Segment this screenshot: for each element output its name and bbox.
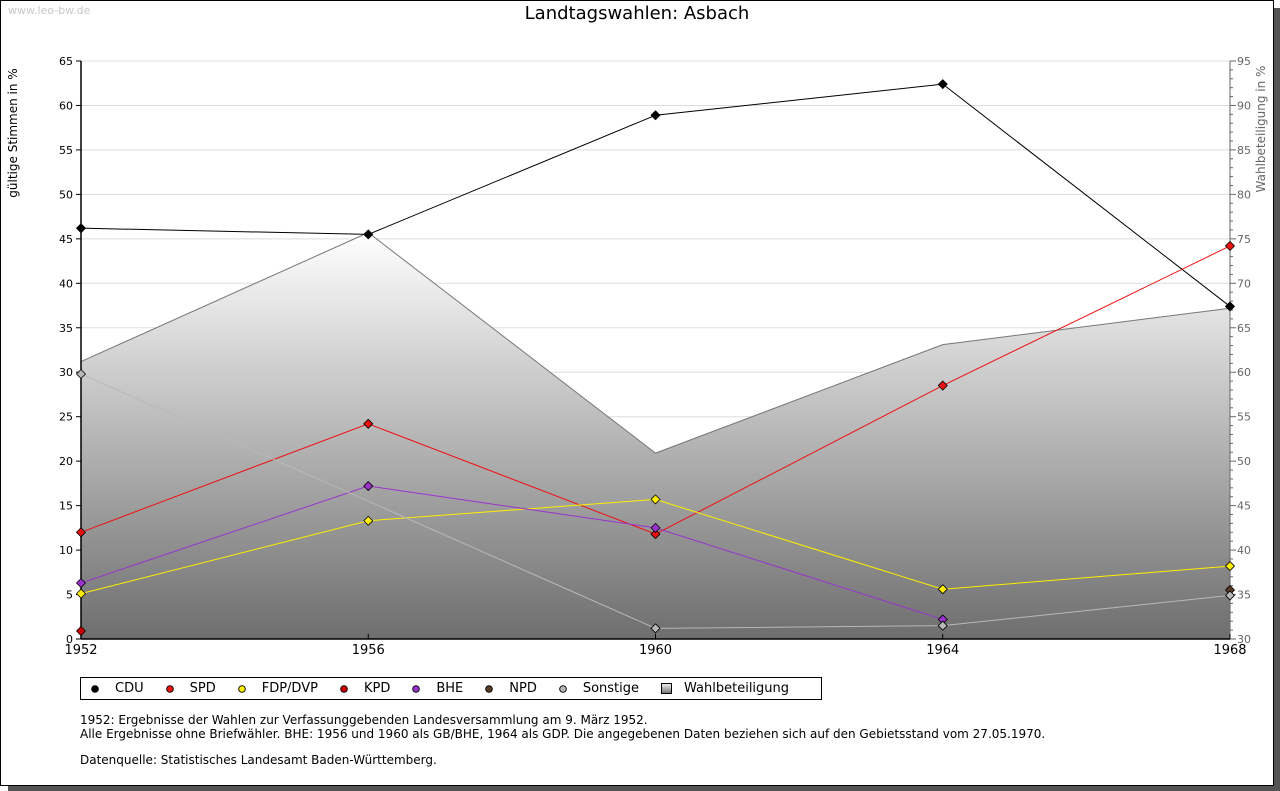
legend-item-sonstige: Sonstige [557, 681, 640, 696]
legend-label: KPD [363, 681, 391, 696]
data-point-cdu [1225, 301, 1235, 312]
legend-marker-kpd [338, 683, 350, 694]
data-point-spd [1225, 241, 1235, 251]
y2-tick-label: 50 [1237, 455, 1251, 468]
x-tick-label: 1956 [352, 643, 385, 658]
y-tick-label: 20 [59, 455, 73, 468]
x-tick-label: 1952 [64, 643, 97, 658]
legend-label: Wahlbeteiligung [684, 681, 790, 696]
y-tick-label: 65 [59, 55, 73, 68]
chart-title: Landtagswahlen: Asbach [524, 3, 750, 24]
y-tick-label: 45 [59, 233, 73, 246]
data-point-cdu [363, 229, 374, 240]
legend-label: CDU [115, 681, 144, 696]
y2-tick-label: 35 [1237, 589, 1251, 602]
y-tick-label: 15 [59, 500, 73, 513]
turnout-area [81, 232, 1230, 640]
data-point-fdpdvp [650, 494, 661, 505]
frame-shadow-right [1274, 8, 1280, 791]
x-tick-label: 1968 [1213, 643, 1246, 658]
legend-marker-npd [483, 683, 495, 694]
data-point-sonstige [937, 620, 948, 631]
y2-tick-label: 55 [1237, 411, 1251, 424]
legend: CDU SPD FDP/DVP KPD BHE NPD Sonstige Wah… [80, 677, 822, 700]
y2-tick-label: 45 [1237, 500, 1251, 513]
legend-label: NPD [509, 681, 537, 696]
data-point-cdu [650, 110, 661, 121]
legend-marker-fdp [236, 683, 248, 694]
y2-tick-label: 85 [1237, 144, 1251, 157]
data-point-fdpdvp [937, 584, 948, 595]
data-point-spd [363, 418, 374, 429]
y-tick-label: 35 [59, 322, 73, 335]
frame-shadow-bottom [8, 786, 1280, 791]
footnote-general: Alle Ergebnisse ohne Briefwähler. BHE: 1… [80, 727, 1046, 741]
legend-item-spd: SPD [164, 681, 216, 696]
legend-item-kpd: KPD [338, 681, 391, 696]
legend-label: SPD [189, 681, 216, 696]
legend-label: FDP/DVP [261, 681, 318, 696]
legend-item-npd: NPD [483, 681, 537, 696]
y2-tick-label: 90 [1237, 99, 1251, 112]
legend-marker-spd [164, 683, 175, 694]
footnote-1952: 1952: Ergebnisse der Wahlen zur Verfassu… [80, 713, 648, 727]
legend-marker-sonstige [557, 683, 569, 694]
data-point-fdpdvp [1225, 561, 1235, 571]
y-axis-label: gültige Stimmen in % [6, 68, 20, 197]
data-point-cdu [76, 223, 86, 234]
data-point-fdpdvp [76, 588, 86, 599]
y2-tick-label: 30 [1237, 633, 1251, 646]
y2-tick-label: 65 [1237, 322, 1251, 335]
y-tick-label: 25 [59, 411, 73, 424]
y2-axis-label: Wahlbeteiligung in % [1254, 66, 1268, 193]
data-point-bhe [650, 522, 661, 533]
data-point-sonstige [650, 623, 661, 634]
chart-svg: 0 5 10 15 20 25 30 35 40 45 50 55 60 65 30 35 40 45 50 55 60… [6, 55, 1268, 658]
y-tick-label: 0 [66, 633, 73, 646]
y2-tick-label: 70 [1237, 277, 1251, 290]
data-point-sonstige [1225, 590, 1235, 601]
data-point-bhe [76, 578, 86, 588]
y-tick-label: 10 [59, 544, 73, 557]
y2-tick-label: 40 [1237, 544, 1251, 557]
legend-label: Sonstige [582, 681, 640, 696]
footnotes: 1952: Ergebnisse der Wahlen zur Verfassu… [80, 713, 1045, 767]
legend-marker-bhe [410, 683, 422, 694]
legend-label: BHE [436, 681, 464, 696]
y-tick-label: 40 [59, 277, 73, 290]
y2-tick-label: 80 [1237, 188, 1251, 201]
legend-marker-wahlbeteiligung [661, 683, 673, 694]
series-line-bhe [80, 485, 943, 620]
y2-tick-label: 95 [1237, 55, 1251, 68]
series-line-sonstige [80, 373, 1231, 629]
x-tick-label: 1960 [639, 643, 672, 658]
data-point-fdpdvp [363, 515, 374, 526]
data-point-cdu [937, 79, 948, 90]
data-point-bhe [363, 481, 374, 491]
data-point-kpd [76, 626, 86, 636]
y-tick-label: 50 [59, 188, 73, 201]
legend-item-bhe: BHE [410, 681, 464, 696]
legend-item-cdu: CDU [89, 681, 144, 696]
data-point-sonstige [76, 369, 86, 379]
data-point-spd [650, 529, 661, 539]
y-tick-label: 5 [66, 589, 73, 602]
y2-tick-label: 75 [1237, 233, 1251, 246]
legend-marker-cdu [89, 683, 101, 694]
data-source: Datenquelle: Statistisches Landesamt Bad… [80, 753, 437, 767]
turnout-line [80, 232, 1231, 454]
data-point-spd [937, 380, 948, 391]
x-tick-label: 1964 [926, 643, 959, 658]
y-tick-label: 30 [59, 366, 73, 379]
watermark: www.leo-bw.de [8, 4, 91, 17]
legend-item-fdp: FDP/DVP [236, 681, 318, 696]
y2-tick-label: 60 [1237, 366, 1251, 379]
data-point-spd [76, 527, 86, 538]
y-tick-label: 55 [59, 144, 73, 157]
y-tick-label: 60 [59, 99, 73, 112]
legend-item-wahlbeteiligung: Wahlbeteiligung [661, 681, 789, 696]
